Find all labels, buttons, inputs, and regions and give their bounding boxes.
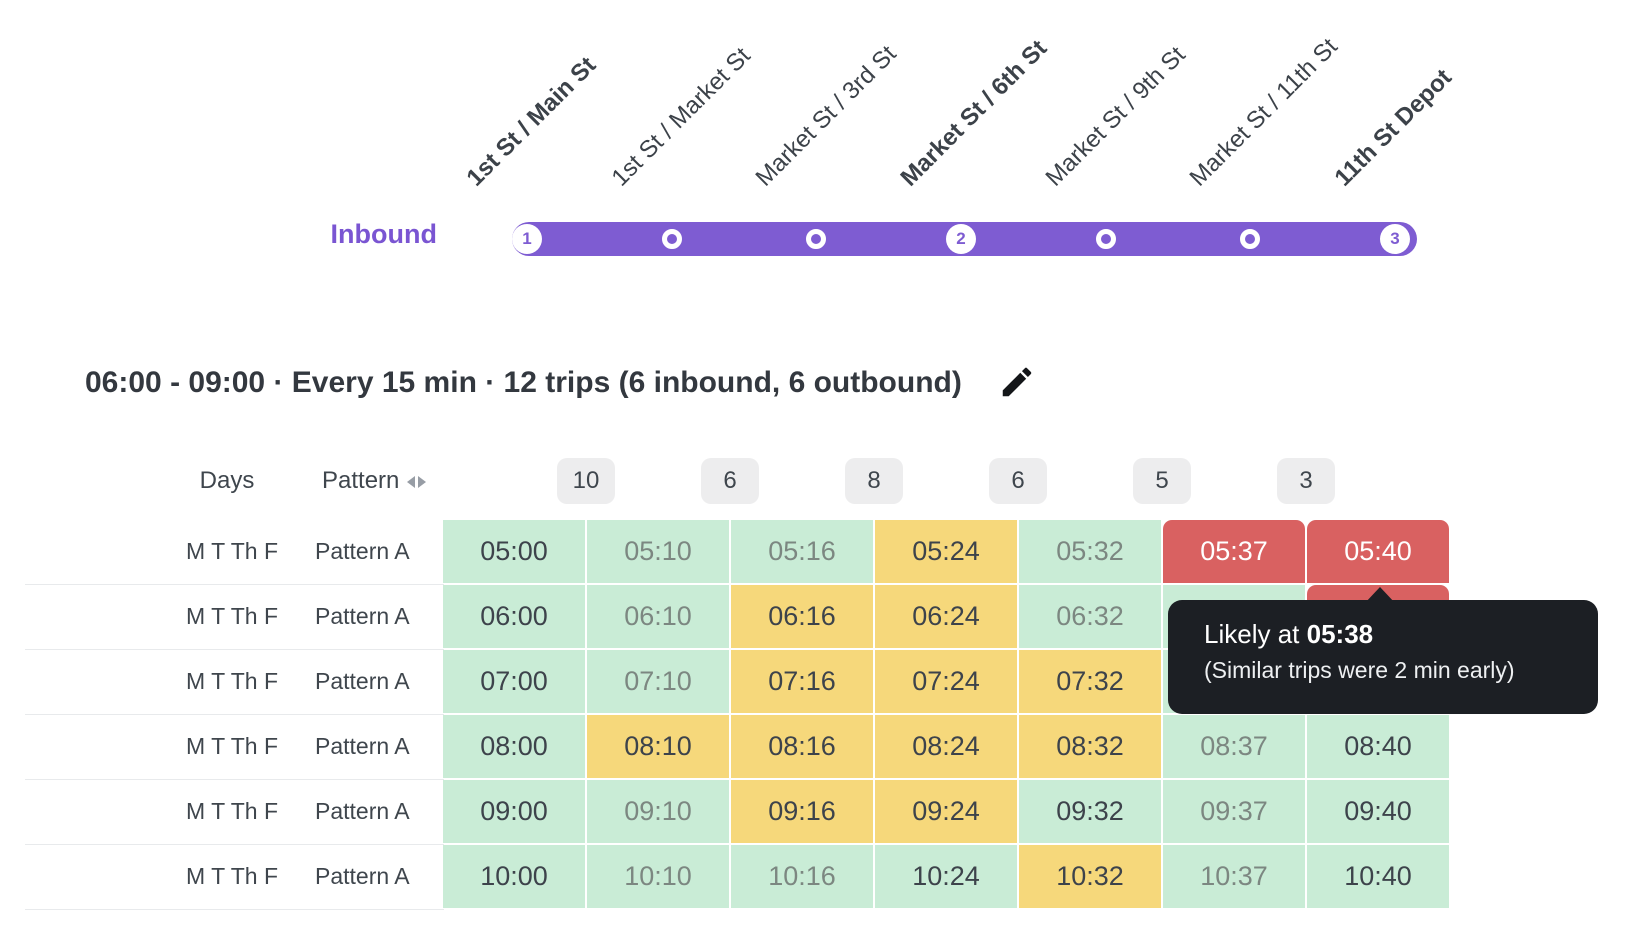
time-cell[interactable]: 10:16 xyxy=(731,845,873,908)
time-cell[interactable]: 09:24 xyxy=(875,780,1017,843)
row-divider xyxy=(25,649,444,650)
time-cell[interactable]: 08:24 xyxy=(875,715,1017,778)
row-days[interactable]: M T Th F xyxy=(185,603,278,629)
time-cell[interactable]: 05:00 xyxy=(443,520,585,583)
trip-summary-title: 06:00 - 09:00 · Every 15 min · 12 trips … xyxy=(85,366,962,399)
tooltip-detail: (Similar trips were 2 min early) xyxy=(1204,657,1515,683)
row-divider xyxy=(25,779,444,780)
runtime-badge[interactable]: 10 xyxy=(557,458,615,504)
stop-marker-timepoint[interactable]: 3 xyxy=(1380,224,1410,254)
runtime-badge[interactable]: 6 xyxy=(989,458,1047,504)
time-cell[interactable]: 08:10 xyxy=(587,715,729,778)
runtime-badge[interactable]: 8 xyxy=(845,458,903,504)
stop-label: Market St / 3rd St xyxy=(750,40,902,192)
time-cell[interactable]: 09:40 xyxy=(1307,780,1449,843)
row-pattern[interactable]: Pattern A xyxy=(315,668,410,694)
row-divider xyxy=(25,909,444,910)
time-cell[interactable]: 05:24 xyxy=(875,520,1017,583)
time-cell[interactable]: 05:32 xyxy=(1019,520,1161,583)
time-cell[interactable]: 08:37 xyxy=(1163,715,1305,778)
time-cell[interactable]: 07:10 xyxy=(587,650,729,713)
column-header-pattern-label: Pattern xyxy=(322,467,400,494)
stop-label: 1st St / Main St xyxy=(461,51,602,192)
time-cell[interactable]: 09:10 xyxy=(587,780,729,843)
time-cell[interactable]: 10:24 xyxy=(875,845,1017,908)
stop-marker-minor[interactable] xyxy=(1240,229,1260,249)
time-cell[interactable]: 07:00 xyxy=(443,650,585,713)
timepoint-number: 3 xyxy=(1390,229,1400,248)
stop-marker-timepoint[interactable]: 2 xyxy=(946,224,976,254)
pattern-resize-icon[interactable] xyxy=(407,476,427,488)
runtime-badge[interactable]: 6 xyxy=(701,458,759,504)
stop-label: 1st St / Market St xyxy=(606,42,756,192)
time-cell[interactable]: 07:16 xyxy=(731,650,873,713)
pencil-icon xyxy=(998,367,1036,404)
row-days[interactable]: M T Th F xyxy=(185,538,278,564)
row-divider xyxy=(25,714,444,715)
row-pattern[interactable]: Pattern A xyxy=(315,538,410,564)
time-cell[interactable]: 07:24 xyxy=(875,650,1017,713)
time-cell[interactable]: 10:00 xyxy=(443,845,585,908)
runtime-badge[interactable]: 3 xyxy=(1277,458,1335,504)
time-cell[interactable]: 10:40 xyxy=(1307,845,1449,908)
column-header-pattern: Pattern xyxy=(322,466,427,496)
tooltip-prediction-line: Likely at 05:38 xyxy=(1204,618,1568,650)
row-days[interactable]: M T Th F xyxy=(185,733,278,759)
time-cell[interactable]: 09:00 xyxy=(443,780,585,843)
row-pattern[interactable]: Pattern A xyxy=(315,798,410,824)
tooltip-prefix: Likely at xyxy=(1204,619,1307,649)
column-header-days: Days xyxy=(199,467,255,494)
time-cell[interactable]: 10:32 xyxy=(1019,845,1161,908)
time-cell[interactable]: 08:40 xyxy=(1307,715,1449,778)
time-cell[interactable]: 08:00 xyxy=(443,715,585,778)
edit-summary-button[interactable] xyxy=(997,363,1037,403)
time-cell[interactable]: 10:37 xyxy=(1163,845,1305,908)
time-cell[interactable]: 06:10 xyxy=(587,585,729,648)
time-cell[interactable]: 09:32 xyxy=(1019,780,1161,843)
row-days[interactable]: M T Th F xyxy=(185,863,278,889)
stop-marker-minor[interactable] xyxy=(1096,229,1116,249)
row-pattern[interactable]: Pattern A xyxy=(315,733,410,759)
runtime-badge[interactable]: 5 xyxy=(1133,458,1191,504)
stop-marker-minor[interactable] xyxy=(806,229,826,249)
stop-label: Market St / 6th St xyxy=(895,34,1053,192)
time-cell[interactable]: 05:10 xyxy=(587,520,729,583)
row-pattern[interactable]: Pattern A xyxy=(315,863,410,889)
row-divider xyxy=(25,844,444,845)
time-cell[interactable]: 05:37 xyxy=(1163,520,1305,583)
stop-marker-timepoint[interactable]: 1 xyxy=(512,224,542,254)
timepoint-number: 1 xyxy=(522,229,532,248)
time-cell[interactable]: 07:32 xyxy=(1019,650,1161,713)
time-cell[interactable]: 08:32 xyxy=(1019,715,1161,778)
row-days[interactable]: M T Th F xyxy=(185,668,278,694)
timepoint-number: 2 xyxy=(956,229,966,248)
time-cell[interactable]: 06:32 xyxy=(1019,585,1161,648)
time-cell[interactable]: 06:24 xyxy=(875,585,1017,648)
time-cell[interactable]: 06:16 xyxy=(731,585,873,648)
time-cell[interactable]: 09:37 xyxy=(1163,780,1305,843)
row-days[interactable]: M T Th F xyxy=(185,798,278,824)
time-cell[interactable]: 05:16 xyxy=(731,520,873,583)
stop-label: 11th St Depot xyxy=(1329,64,1458,192)
stop-marker-minor[interactable] xyxy=(662,229,682,249)
time-cell[interactable]: 05:40 xyxy=(1307,520,1449,583)
row-divider xyxy=(25,584,444,585)
tooltip-caret xyxy=(1364,587,1396,604)
tooltip-predicted-time: 05:38 xyxy=(1306,619,1374,649)
prediction-tooltip: Likely at 05:38 (Similar trips were 2 mi… xyxy=(1168,600,1598,714)
stop-label: Market St / 9th St xyxy=(1040,41,1191,192)
row-pattern[interactable]: Pattern A xyxy=(315,603,410,629)
time-cell[interactable]: 06:00 xyxy=(443,585,585,648)
stop-label: Market St / 11th St xyxy=(1184,33,1343,192)
direction-label: Inbound xyxy=(330,219,437,249)
time-cell[interactable]: 09:16 xyxy=(731,780,873,843)
time-cell[interactable]: 08:16 xyxy=(731,715,873,778)
time-cell[interactable]: 10:10 xyxy=(587,845,729,908)
